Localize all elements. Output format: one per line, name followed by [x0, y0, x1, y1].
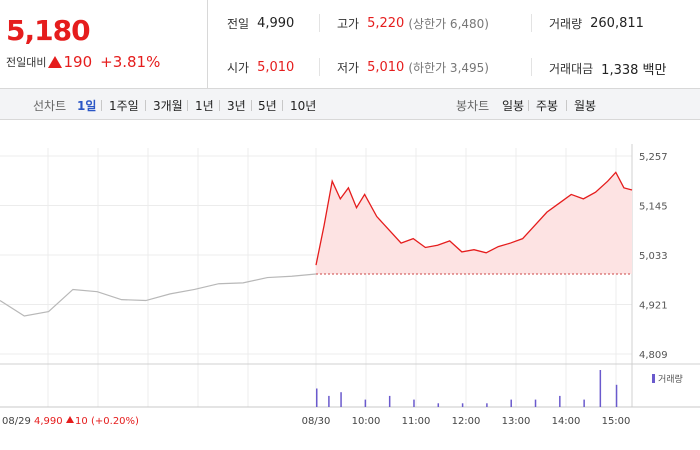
x-tick-label: 10:00: [352, 416, 381, 427]
x-tick-label: 12:00: [452, 416, 481, 427]
volume-bar: [316, 388, 318, 407]
stat-low: 저가 5,010 (하한가 3,495): [337, 60, 489, 75]
x-tick-label: 15:00: [602, 416, 631, 427]
x-tick-label: 14:00: [552, 416, 581, 427]
tab-daily-candle[interactable]: 일봉: [502, 99, 525, 113]
volume-bar: [413, 399, 415, 407]
volume-bar: [599, 370, 602, 407]
price-chart: 5,257 5,145 5,033 4,921 4,809 거래량 08/30 10:00 11…: [0, 144, 700, 427]
current-price: 5,180: [6, 14, 91, 47]
volume-bar: [486, 403, 488, 407]
y-tick-label: 5,033: [639, 251, 668, 262]
prev-day-price-line: [0, 273, 317, 317]
tab-10y[interactable]: 10년: [290, 99, 317, 113]
tab-1w[interactable]: 1주일: [109, 99, 139, 113]
y-tick-label: 5,257: [639, 152, 668, 163]
x-tick-label: 13:00: [502, 416, 531, 427]
tab-weekly-candle[interactable]: 주봉: [536, 99, 559, 113]
volume-bar: [328, 395, 330, 407]
volume-bar: [340, 392, 342, 407]
volume-bar: [510, 399, 512, 407]
tab-5y[interactable]: 5년: [258, 99, 277, 113]
line-chart-header: 선차트: [33, 99, 67, 113]
candle-chart-header: 봉차트: [456, 99, 490, 113]
volume-bar: [534, 399, 537, 407]
stat-prev-close: 전일 4,990: [227, 16, 295, 31]
y-tick-label: 4,921: [639, 301, 668, 312]
prev-day-change: 10: [75, 416, 88, 427]
volume-bar: [364, 399, 367, 407]
volume-legend-swatch: [652, 374, 655, 383]
x-tick-label: 08/30: [302, 416, 331, 427]
x-tick-label: 11:00: [402, 416, 431, 427]
stats-panel: 전일 4,990 고가 5,220 (상한가 6,480) 거래량 260,81…: [209, 0, 700, 89]
prev-day-info: 08/29 4,990 10 (+0.20%): [2, 416, 139, 427]
change-percent: +3.81%: [100, 53, 161, 71]
volume-bar: [388, 395, 391, 407]
tab-3m[interactable]: 3개월: [153, 99, 183, 113]
prev-day-up-triangle-icon: [66, 416, 74, 423]
volume-legend-label: 거래량: [658, 373, 683, 385]
stat-volume: 거래량 260,811: [549, 16, 644, 31]
today-price-line: [315, 171, 633, 266]
today-price-area: [316, 172, 632, 275]
volume-bar: [437, 403, 440, 407]
prev-day-change-pct: (+0.20%): [91, 416, 139, 427]
volume-bar: [583, 399, 585, 407]
tab-1d[interactable]: 1일: [77, 99, 97, 113]
stat-open: 시가 5,010: [227, 60, 295, 75]
change-label: 전일대비: [6, 56, 47, 69]
quote-header: 5,180 전일대비 190 +3.81% 전일 4,990 고가 5,220 …: [0, 0, 700, 89]
tab-1y[interactable]: 1년: [195, 99, 214, 113]
volume-bar: [461, 403, 464, 407]
price-change: 전일대비 190 +3.81%: [6, 53, 160, 71]
stat-trade-value: 거래대금 1,338 백만: [549, 62, 667, 78]
y-tick-label: 4,809: [639, 350, 668, 361]
up-triangle-icon: [48, 56, 63, 68]
tab-3y[interactable]: 3년: [227, 99, 246, 113]
y-tick-label: 5,145: [639, 202, 668, 213]
tab-monthly-candle[interactable]: 월봉: [574, 99, 597, 113]
volume-bar: [615, 384, 618, 407]
volume-bar: [559, 395, 561, 407]
price-summary: 5,180 전일대비 190 +3.81%: [0, 0, 208, 89]
chart-tabs: 선차트 1일 1주일 3개월 1년 3년 5년 10년 봉차트 일봉 주봉 월봉: [0, 89, 700, 120]
prev-day-date: 08/29: [2, 416, 31, 427]
stat-high: 고가 5,220 (상한가 6,480): [337, 16, 489, 31]
prev-day-close: 4,990: [34, 416, 63, 427]
change-value: 190: [63, 53, 93, 71]
